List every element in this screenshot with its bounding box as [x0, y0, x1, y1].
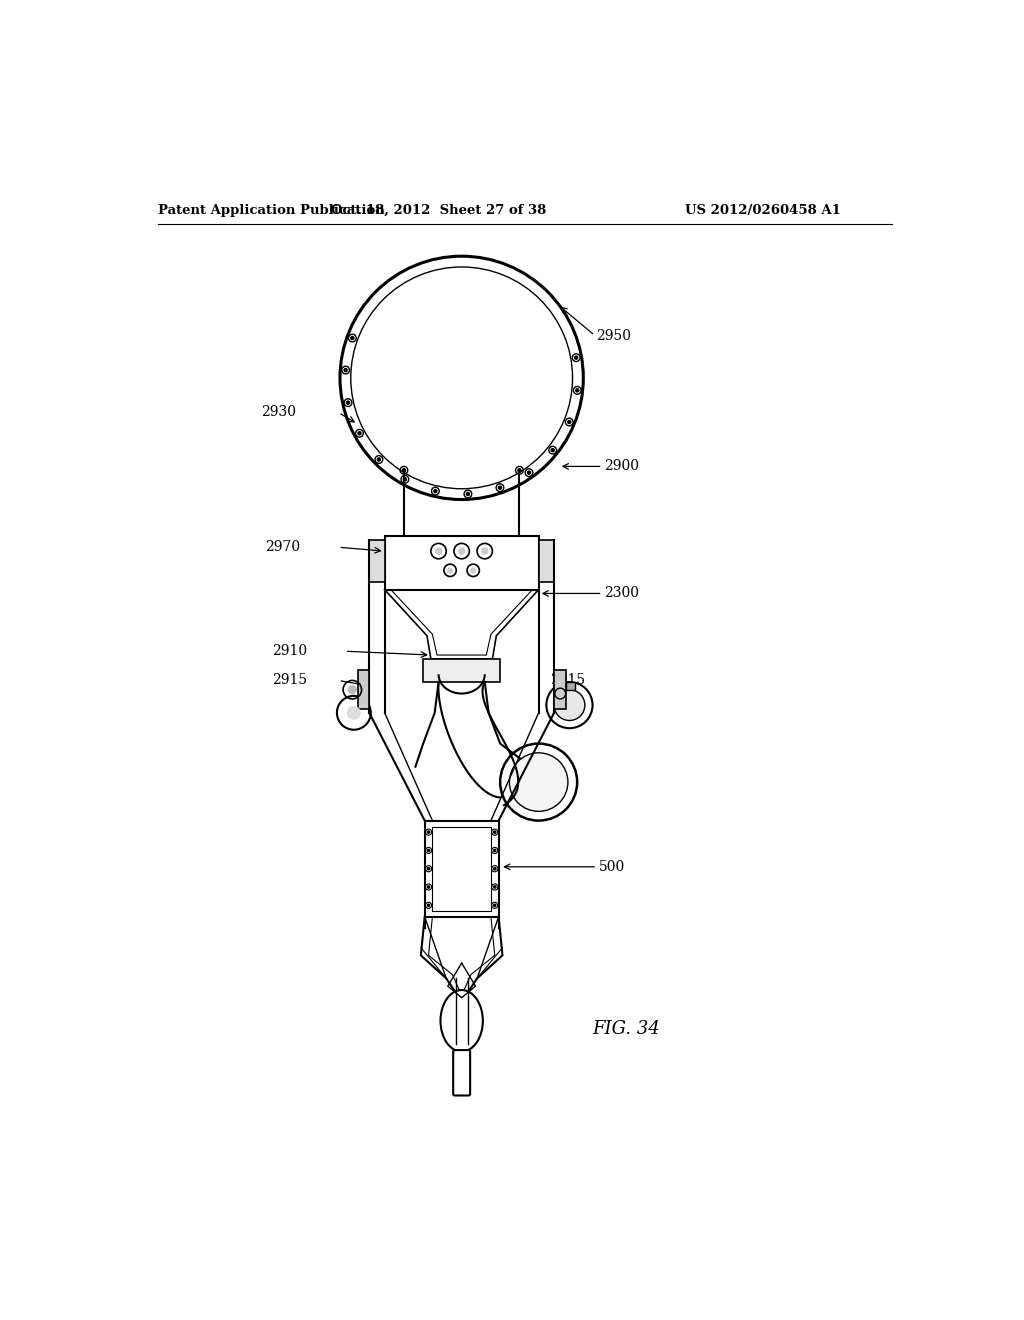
Text: 500: 500 [599, 859, 625, 874]
Text: 2930: 2930 [261, 405, 296, 420]
Text: 2300: 2300 [604, 586, 639, 601]
Bar [385, 536, 539, 590]
Text: FIG. 34: FIG. 34 [593, 1019, 660, 1038]
FancyBboxPatch shape [454, 1051, 470, 1096]
Circle shape [344, 368, 347, 372]
Circle shape [427, 832, 430, 833]
Bar [432, 826, 490, 911]
Circle shape [402, 469, 406, 471]
Text: 2970: 2970 [265, 540, 300, 554]
Circle shape [378, 458, 381, 461]
Circle shape [427, 886, 430, 888]
Circle shape [447, 568, 453, 573]
Circle shape [481, 548, 487, 554]
Circle shape [427, 849, 430, 851]
Circle shape [348, 686, 356, 693]
Circle shape [427, 867, 430, 870]
Text: US 2012/0260458 A1: US 2012/0260458 A1 [685, 205, 841, 218]
Text: Oct. 18, 2012  Sheet 27 of 38: Oct. 18, 2012 Sheet 27 of 38 [331, 205, 546, 218]
Circle shape [494, 904, 496, 907]
Circle shape [459, 548, 465, 554]
Text: 2915: 2915 [550, 673, 586, 688]
Circle shape [527, 471, 530, 474]
Circle shape [554, 689, 585, 721]
Circle shape [351, 337, 354, 339]
Circle shape [494, 849, 496, 851]
Circle shape [574, 356, 578, 359]
Circle shape [494, 867, 496, 870]
Circle shape [434, 490, 437, 492]
Circle shape [466, 492, 469, 495]
Bar [425, 821, 499, 917]
Circle shape [567, 421, 570, 424]
Circle shape [427, 904, 430, 907]
Circle shape [494, 886, 496, 888]
Circle shape [551, 449, 554, 451]
Circle shape [435, 548, 441, 554]
Text: Patent Application Publication: Patent Application Publication [158, 205, 384, 218]
Ellipse shape [440, 990, 483, 1052]
Circle shape [403, 478, 407, 480]
Text: 2910: 2910 [272, 644, 307, 659]
Circle shape [348, 706, 360, 719]
Circle shape [518, 469, 521, 471]
Bar [370, 540, 385, 582]
Bar [565, 682, 574, 689]
Circle shape [358, 432, 361, 434]
Text: 2900: 2900 [604, 459, 639, 474]
Bar [357, 671, 370, 709]
Circle shape [575, 389, 579, 392]
Text: 2950: 2950 [596, 329, 632, 342]
Circle shape [471, 568, 475, 573]
Circle shape [494, 832, 496, 833]
Bar [554, 671, 565, 709]
Circle shape [346, 401, 349, 404]
Circle shape [509, 752, 568, 812]
Bar [539, 540, 554, 582]
Circle shape [499, 486, 502, 490]
Text: 2915: 2915 [272, 673, 307, 688]
Bar [423, 659, 500, 682]
